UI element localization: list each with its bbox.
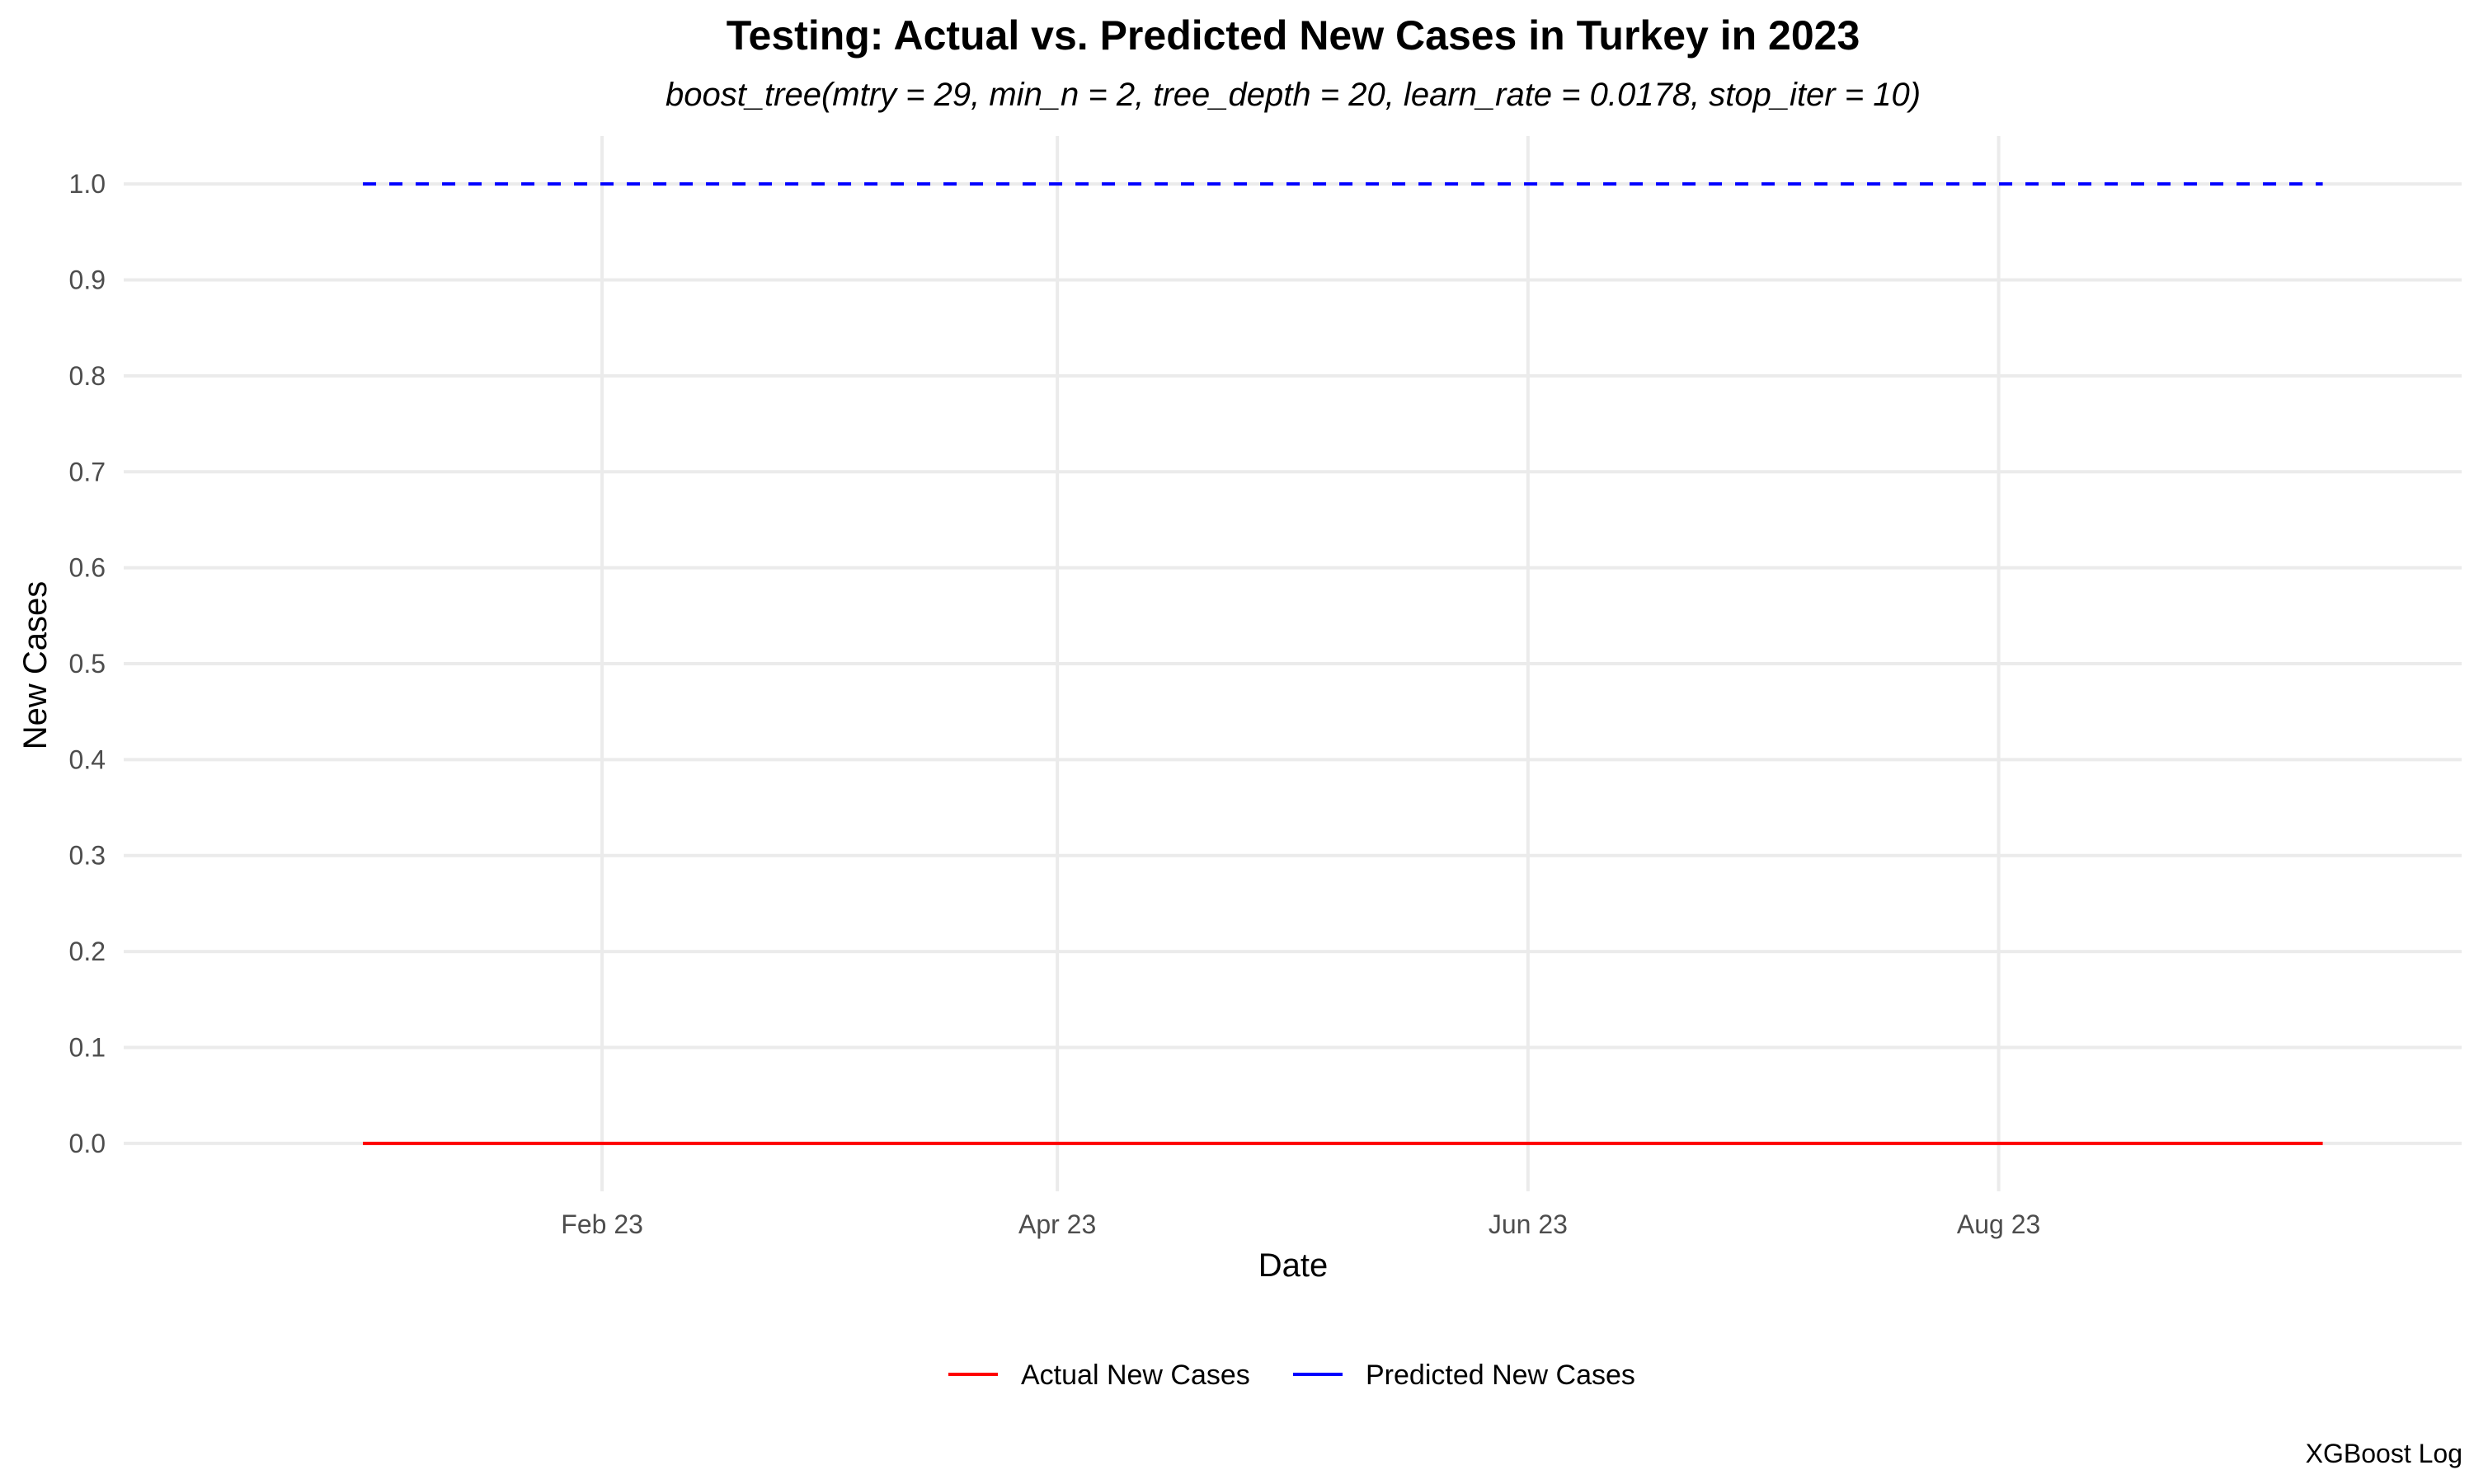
x-tick-label: Apr 23 xyxy=(1018,1209,1096,1239)
y-tick-label: 0.4 xyxy=(69,744,106,774)
series-layer xyxy=(363,182,2323,1145)
y-tick-label: 0.6 xyxy=(69,553,106,583)
x-gridlines xyxy=(600,136,2001,1191)
y-tick-label: 0.8 xyxy=(69,361,106,391)
y-tick-labels: 0.0 0.1 0.2 0.3 0.4 0.5 0.6 0.7 0.8 0.9 1.0 xyxy=(69,169,106,1158)
y-tick-label: 0.1 xyxy=(69,1032,106,1062)
chart-subtitle: boost_tree(mtry = 29, min_n = 2, tree_de… xyxy=(666,77,1921,113)
x-axis-title: Date xyxy=(1258,1247,1329,1284)
x-tick-label: Jun 23 xyxy=(1489,1209,1568,1239)
chart-caption: XGBoost Log xyxy=(2306,1439,2462,1468)
y-tick-label: 0.3 xyxy=(69,841,106,871)
y-tick-label: 0.2 xyxy=(69,937,106,966)
y-axis-title: New Cases xyxy=(17,581,54,750)
y-tick-label: 0.5 xyxy=(69,649,106,679)
y-tick-label: 1.0 xyxy=(69,169,106,199)
y-gridlines xyxy=(124,182,2462,1145)
legend-label: Predicted New Cases xyxy=(1366,1360,1635,1391)
y-tick-label: 0.0 xyxy=(69,1129,106,1158)
legend: Actual New Cases Predicted New Cases xyxy=(948,1360,1635,1391)
chart-title: Testing: Actual vs. Predicted New Cases … xyxy=(727,12,1860,59)
y-tick-label: 0.7 xyxy=(69,457,106,486)
x-tick-labels: Feb 23 Apr 23 Jun 23 Aug 23 xyxy=(561,1209,2040,1239)
x-tick-label: Aug 23 xyxy=(1957,1209,2040,1239)
legend-label: Actual New Cases xyxy=(1021,1360,1250,1391)
x-tick-label: Feb 23 xyxy=(561,1209,643,1239)
y-tick-label: 0.9 xyxy=(69,265,106,295)
